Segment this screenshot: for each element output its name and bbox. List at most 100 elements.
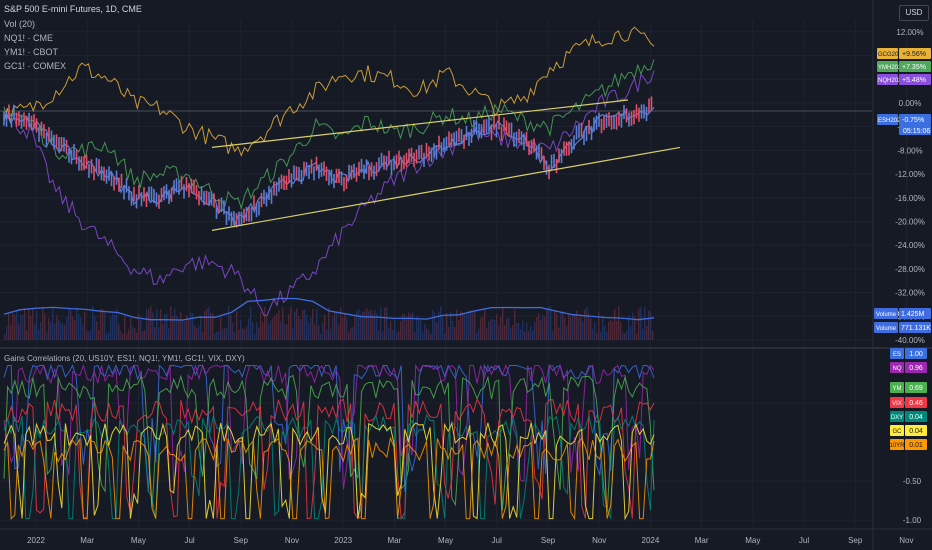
volume-bar xyxy=(592,328,594,340)
corr-tag-name: 10YR xyxy=(889,443,905,449)
volume-bar xyxy=(438,311,440,340)
volume-bar xyxy=(402,313,404,340)
x-axis-label: Nov xyxy=(285,536,299,545)
volume-bar xyxy=(584,309,586,340)
volume-bar xyxy=(378,330,380,340)
volume-bar xyxy=(510,328,512,340)
volume-bar xyxy=(322,322,324,340)
volume-bar xyxy=(480,317,482,340)
volume-bar xyxy=(258,327,260,340)
price-tag-countdown xyxy=(899,125,931,135)
compare-ym-legend[interactable]: YM1! · CBOT xyxy=(4,47,59,57)
volume-bar xyxy=(250,306,252,340)
volume-bar xyxy=(198,325,200,340)
volume-bar xyxy=(526,322,528,340)
vol-legend[interactable]: Vol (20) xyxy=(4,19,36,29)
volume-bar xyxy=(356,311,358,340)
corr-tag-name: YM xyxy=(893,386,902,392)
volume-bar xyxy=(394,320,396,340)
volume-bar xyxy=(520,329,522,340)
corr-line-ym xyxy=(3,374,655,513)
volume-bar xyxy=(4,333,6,340)
volume-bar xyxy=(60,322,62,340)
price-tag-label-NQH2024 xyxy=(877,74,898,85)
y-axis-label: -8.00% xyxy=(897,146,922,155)
corr-line-vix xyxy=(3,397,655,521)
volume-bar xyxy=(70,309,72,340)
volume-bar xyxy=(468,309,470,340)
volume-bar xyxy=(272,318,274,340)
corr-tag-name-bg xyxy=(890,439,904,450)
volume-bar xyxy=(210,312,212,340)
volume-bar xyxy=(324,314,326,340)
corr-tag-value: 0.69 xyxy=(909,385,923,392)
volume-bar xyxy=(342,317,344,340)
corr-line-10yr xyxy=(3,436,655,521)
y-axis-label: 12.00% xyxy=(896,28,923,37)
volume-bar xyxy=(642,328,644,340)
volume-bar xyxy=(200,315,202,340)
price-tag-label: ESH2024 xyxy=(878,118,904,124)
compare-gc-legend[interactable]: GC1! · COMEX xyxy=(4,61,67,71)
compare-nq-legend[interactable]: NQ1! · CME xyxy=(4,33,54,43)
nq-series-line xyxy=(3,70,655,317)
volume-bar xyxy=(238,329,240,340)
gc-series-line xyxy=(3,26,655,157)
volume-bar xyxy=(484,309,486,340)
volume-bar xyxy=(478,328,480,340)
corr-line-dxy xyxy=(3,413,655,520)
volume-tag-value-bg xyxy=(899,322,931,333)
corr-line-nq xyxy=(3,363,655,490)
volume-bar xyxy=(634,316,636,340)
volume-bar xyxy=(158,327,160,340)
volume-bar xyxy=(350,327,352,340)
volume-bar xyxy=(364,311,366,340)
volume-bar xyxy=(26,330,28,340)
volume-bar xyxy=(176,315,178,340)
volume-bar xyxy=(234,332,236,340)
corr-tag-value: 0.96 xyxy=(909,365,923,372)
volume-bar xyxy=(116,309,118,340)
volume-bar xyxy=(262,321,264,340)
volume-bar xyxy=(326,329,328,340)
y-axis-label: 0.00% xyxy=(899,99,922,108)
volume-bar xyxy=(408,312,410,340)
volume-bar xyxy=(580,316,582,340)
volume-bar xyxy=(248,318,250,340)
volume-bar xyxy=(298,316,300,340)
volume-bar xyxy=(398,331,400,340)
volume-bar xyxy=(244,329,246,340)
volume-bar xyxy=(126,333,128,340)
volume-bar xyxy=(174,308,176,340)
volume-bar xyxy=(208,307,210,340)
volume-bar xyxy=(514,309,516,340)
volume-bar xyxy=(106,333,108,340)
price-tag-value: +7.35% xyxy=(902,64,926,71)
volume-bar xyxy=(294,311,296,340)
volume-bar xyxy=(274,315,276,340)
indicator-title[interactable]: Gains Correlations (20, US10Y, ES1!, NQ1… xyxy=(4,354,245,363)
volume-bar xyxy=(34,323,36,340)
currency-button[interactable]: USD xyxy=(899,5,929,21)
volume-bar xyxy=(426,328,428,340)
volume-bar xyxy=(340,307,342,340)
volume-bar xyxy=(144,330,146,340)
corr-tag-name-bg xyxy=(890,425,904,436)
volume-bar xyxy=(270,320,272,340)
x-axis-label: Nov xyxy=(899,536,913,545)
symbol-title: S&P 500 E-mini Futures, 1D, CME xyxy=(4,4,142,14)
volume-bar xyxy=(30,315,32,340)
volume-bar xyxy=(546,309,548,340)
volume-bar xyxy=(66,316,68,340)
volume-bar xyxy=(300,318,302,340)
volume-bar xyxy=(312,308,314,340)
volume-bar xyxy=(178,320,180,340)
corr-tag-value-bg xyxy=(905,439,927,450)
volume-bar xyxy=(32,308,34,340)
volume-bar xyxy=(646,326,648,340)
volume-bar xyxy=(616,321,618,340)
volume-bar xyxy=(278,310,280,340)
volume-bar xyxy=(472,311,474,340)
trendline-2 xyxy=(211,146,681,231)
